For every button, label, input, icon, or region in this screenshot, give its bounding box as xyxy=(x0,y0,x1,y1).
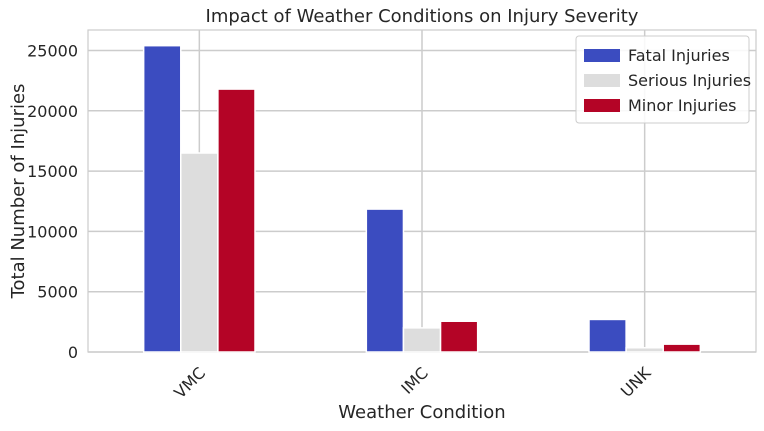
x-axis-ticks: VMC IMC UNK xyxy=(170,363,655,402)
y-tick-label: 0 xyxy=(68,343,78,362)
bar-serious-injuries xyxy=(180,152,219,353)
bar-minor-injuries xyxy=(662,343,702,353)
legend-label: Minor Injuries xyxy=(628,96,737,115)
x-tick-label: IMC xyxy=(397,363,431,397)
y-tick-label: 25000 xyxy=(27,42,78,61)
bars xyxy=(142,44,702,353)
y-tick-label: 20000 xyxy=(27,102,78,121)
y-tick-label: 5000 xyxy=(37,283,78,302)
x-tick-label: UNK xyxy=(617,363,655,401)
bar-serious-injuries xyxy=(402,327,442,353)
y-tick-label: 10000 xyxy=(27,222,78,241)
chart-title: Impact of Weather Conditions on Injury S… xyxy=(206,6,639,27)
legend-swatch xyxy=(584,74,620,87)
legend-label: Fatal Injuries xyxy=(628,46,730,65)
bar-serious-injuries xyxy=(625,347,664,353)
y-axis-ticks: 0 5000 10000 15000 20000 25000 xyxy=(27,42,78,362)
bar-minor-injuries xyxy=(217,88,256,353)
x-tick-label: VMC xyxy=(170,363,209,402)
bar-minor-injuries xyxy=(439,320,479,353)
bar-fatal-injuries xyxy=(142,44,182,353)
legend-swatch xyxy=(584,99,620,112)
x-axis-title: Weather Condition xyxy=(338,402,505,423)
bar-fatal-injuries xyxy=(588,318,627,353)
y-axis-title: Total Number of Injuries xyxy=(8,84,29,300)
legend: Fatal Injuries Serious Injuries Minor Inju… xyxy=(575,35,751,124)
bar-fatal-injuries xyxy=(365,208,405,353)
y-tick-label: 15000 xyxy=(27,162,78,181)
legend-swatch xyxy=(584,49,620,62)
legend-label: Serious Injuries xyxy=(628,71,751,90)
